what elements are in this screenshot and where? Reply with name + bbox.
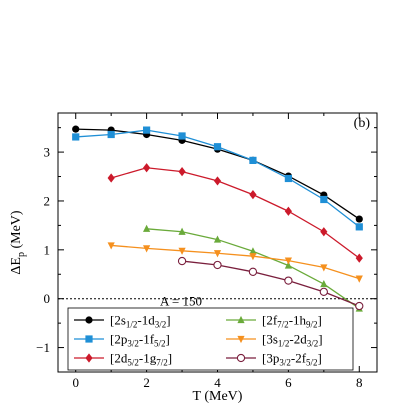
data-point (248, 267, 258, 276)
legend-marker (237, 335, 245, 344)
data-point (178, 167, 186, 177)
data-point (178, 132, 186, 140)
data-point (72, 125, 80, 133)
legend-box (67, 307, 354, 371)
data-point (249, 190, 257, 200)
data-point (249, 253, 257, 261)
data-point (72, 133, 80, 141)
panel-label: (b) (354, 116, 371, 131)
data-point (319, 287, 328, 297)
data-point (213, 176, 222, 186)
legend-label: [2d5/2-1g7/2] (110, 351, 172, 368)
data-point (284, 206, 292, 216)
data-point (178, 227, 186, 235)
data-point (143, 224, 151, 232)
legend-label: [3s1/2-2d3/2] (262, 332, 323, 349)
legend-marker (85, 335, 93, 343)
data-point (178, 247, 186, 255)
legend-marker (85, 316, 93, 324)
data-point (355, 301, 364, 311)
series-line-2 (110, 167, 360, 259)
legend-marker (237, 315, 245, 324)
data-point (143, 245, 151, 253)
x-tick-label: 6 (285, 375, 292, 390)
data-point (284, 174, 292, 183)
series-line-4 (111, 244, 360, 280)
data-point (355, 215, 363, 223)
x-tick-label: 4 (214, 375, 221, 390)
data-point (284, 261, 292, 269)
data-point (320, 264, 328, 272)
series-line-5 (181, 260, 360, 307)
x-tick-label: 2 (143, 375, 150, 390)
data-point (213, 235, 222, 243)
series-line-0 (75, 128, 360, 220)
data-point (213, 250, 222, 258)
y-axis-label: ΔEp (MeV) (9, 210, 27, 274)
data-point (284, 257, 292, 265)
x-tick-label: 8 (356, 375, 363, 390)
data-point (320, 195, 328, 204)
y-tick-label: 2 (44, 193, 51, 208)
data-point (143, 126, 151, 134)
y-tick-label: −1 (36, 340, 50, 355)
data-point (107, 173, 115, 183)
data-point (213, 260, 222, 270)
data-point (355, 275, 363, 283)
legend-marker (85, 353, 93, 363)
data-point (249, 247, 257, 255)
legend-label: [3p3/2-2f5/2] (262, 351, 322, 368)
data-point (143, 163, 151, 173)
legend: [2s1/2-1d3/2] [2p3/2-1f5/2] [2d5/2-1g7/2] [… (67, 307, 354, 371)
data-point (284, 276, 293, 285)
data-point (320, 227, 328, 237)
data-point (355, 223, 363, 231)
y-tick-label: 0 (44, 291, 51, 306)
y-tick-label: 3 (44, 145, 51, 160)
legend-marker (236, 353, 246, 363)
data-point (107, 242, 115, 250)
data-point (177, 256, 187, 266)
legend-label: [2p3/2-1f5/2] (110, 332, 170, 349)
x-tick-label: 0 (72, 375, 79, 390)
plot-area (58, 125, 377, 312)
data-point (107, 130, 115, 139)
legend-label: [2f7/2-1h9/2] (262, 313, 322, 330)
axes: 0 2 4 6 8 −1 0 1 2 3 (36, 112, 378, 390)
annotation-text: A = 150 (160, 294, 202, 309)
data-point (249, 156, 257, 165)
data-point (355, 253, 363, 263)
x-axis-label: T (MeV) (193, 389, 243, 404)
y-tick-label: 1 (44, 242, 51, 257)
data-point (320, 279, 328, 288)
legend-label: [2s1/2-1d3/2] (110, 313, 171, 330)
data-point (213, 143, 222, 151)
